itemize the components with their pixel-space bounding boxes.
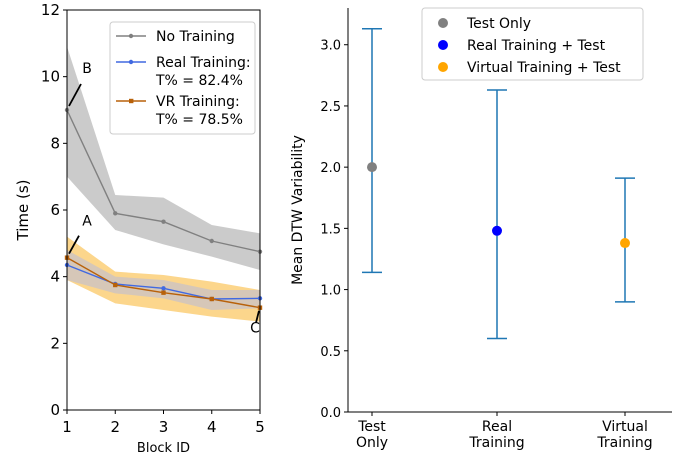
data-point [161,290,166,295]
legend-label: Real Training + Test [467,38,606,54]
data-point [209,238,214,244]
y-tick-label: 4 [50,268,60,286]
data-point [113,282,118,288]
x-tick-label-line: Only [356,435,388,451]
x-tick-label: 5 [255,418,265,436]
x-tick-label: 4 [207,418,217,436]
annotation-line [68,235,80,255]
y-tick-label: 0.0 [320,406,341,421]
y-tick-label: 0.5 [320,345,341,360]
error-bars [362,28,635,340]
x-ticks: 1 2 3 4 5 [62,410,265,436]
y-tick-label: 3.0 [320,39,341,54]
y-tick-label: 1.0 [320,284,341,299]
legend-label: Test Only [466,16,531,32]
y-axis-label: Mean DTW Variability [290,135,306,285]
x-tick-label: Virtual Training [596,419,652,451]
legend-marker [438,18,448,28]
y-ticks: 0 2 4 6 8 10 12 [41,1,67,419]
mean-point [367,162,377,173]
y-tick-label: 12 [41,1,60,19]
data-point [113,211,118,216]
x-tick-label-line: Real [482,419,512,435]
legend-marker [438,40,448,50]
y-axis-label: Time (s) [14,180,32,242]
x-tick-label: 2 [110,418,120,436]
x-tick-label: Real Training [468,419,524,451]
x-tick-label-line: Virtual [602,419,648,435]
y-tick-label: 2 [50,334,60,352]
x-tick-label: 1 [62,418,72,436]
y-tick-label: 2.5 [320,100,341,115]
mean-point [492,225,502,236]
legend-label: Real Training: [156,55,251,71]
annotation-label: A [82,214,92,230]
x-tick-label-line: Training [596,435,652,451]
annotation-label: B [82,61,92,77]
legend-label: Virtual Training + Test [467,60,621,76]
legend-label-line2: T% = 82.4% [155,73,243,89]
legend: No Training Real Training: T% = 82.4% VR Tr… [109,21,256,135]
legend: Test Only Real Training + Test Virtual Tra… [421,7,644,81]
y-ticks: 0.0 0.5 1.0 1.5 2.0 2.5 3.0 [320,39,348,421]
annotations: B A C [68,61,260,337]
legend-marker [129,98,134,104]
data-point [209,296,214,302]
x-tick-label-line: Test [357,419,386,435]
annotation-line [255,310,260,323]
legend-label: No Training [156,29,235,45]
x-tick-label-line: Training [468,435,524,451]
y-tick-label: 6 [50,201,60,219]
x-axis-label: Block ID [137,441,190,456]
x-tick-label: 3 [159,418,169,436]
y-tick-label: 1.5 [320,222,341,237]
legend-label-line2: T% = 78.5% [155,112,243,128]
annotation-label: C [250,321,260,337]
y-tick-label: 10 [41,68,60,86]
data-point [161,286,166,291]
y-tick-label: 0 [50,401,60,419]
data-point [161,219,166,224]
x-tick-label: Test Only [356,419,388,451]
annotation-line [68,83,82,107]
legend-marker [128,33,134,39]
band-1 [67,250,260,310]
y-tick-label: 8 [50,134,60,152]
legend-box [109,21,256,135]
y-tick-label: 2.0 [320,161,341,176]
legend-box [421,7,644,81]
legend-marker [128,59,134,65]
mean-point [620,238,630,249]
legend-marker [438,62,448,72]
legend-label: VR Training: [156,94,240,110]
